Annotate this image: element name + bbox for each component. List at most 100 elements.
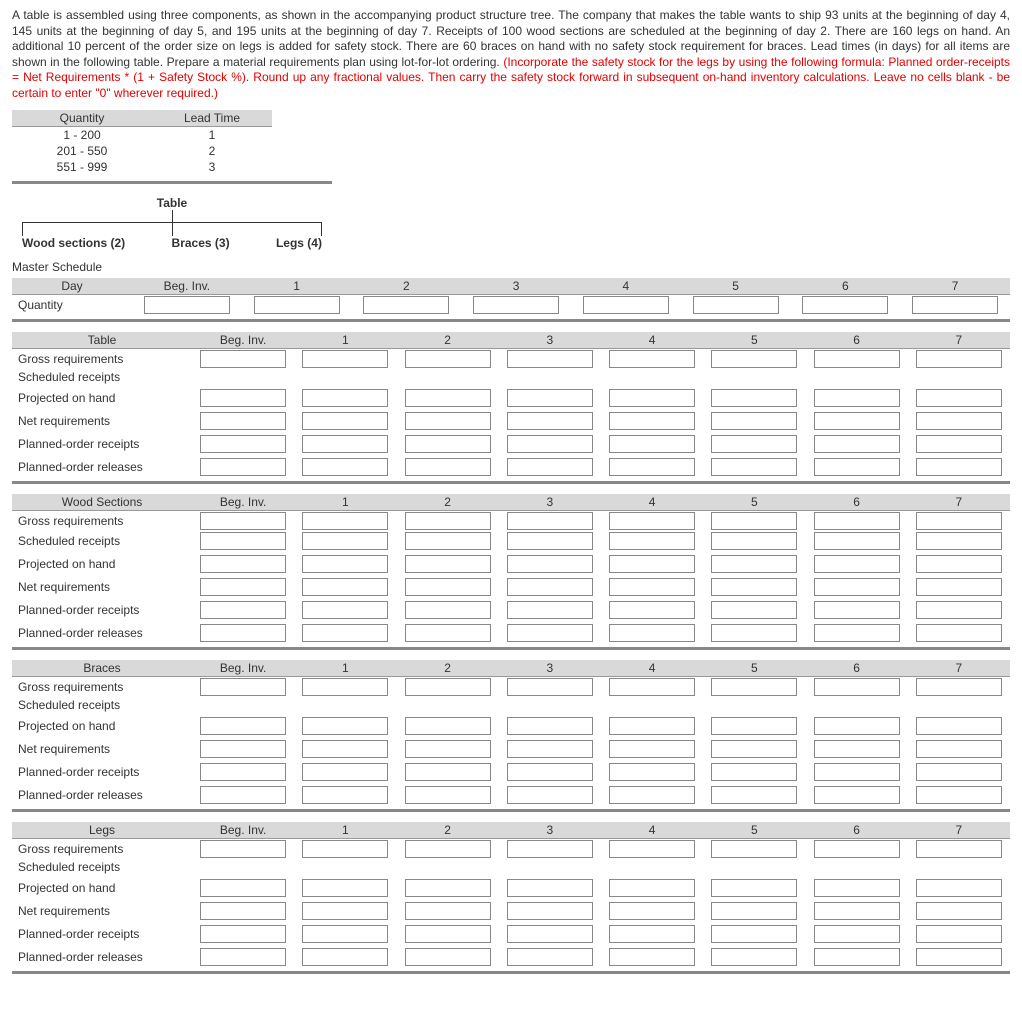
mrp-input[interactable] bbox=[814, 435, 900, 453]
mrp-input[interactable] bbox=[916, 389, 1002, 407]
mrp-input[interactable] bbox=[711, 601, 797, 619]
mrp-input[interactable] bbox=[711, 435, 797, 453]
mrp-input[interactable] bbox=[711, 840, 797, 858]
mrp-input[interactable] bbox=[302, 389, 388, 407]
mrp-input[interactable] bbox=[200, 925, 286, 943]
mrp-input[interactable] bbox=[507, 458, 593, 476]
mrp-input[interactable] bbox=[711, 624, 797, 642]
mrp-input[interactable] bbox=[405, 512, 491, 530]
mrp-input[interactable] bbox=[405, 786, 491, 804]
mrp-input[interactable] bbox=[302, 678, 388, 696]
mrp-input[interactable] bbox=[200, 717, 286, 735]
mrp-input[interactable] bbox=[609, 740, 695, 758]
mrp-input[interactable] bbox=[711, 925, 797, 943]
mrp-input[interactable] bbox=[507, 512, 593, 530]
mrp-input[interactable] bbox=[405, 763, 491, 781]
mrp-input[interactable] bbox=[609, 412, 695, 430]
mrp-input[interactable] bbox=[302, 840, 388, 858]
mrp-input[interactable] bbox=[711, 678, 797, 696]
mrp-input[interactable] bbox=[609, 435, 695, 453]
mrp-input[interactable] bbox=[609, 389, 695, 407]
mrp-input[interactable] bbox=[814, 458, 900, 476]
mrp-input[interactable] bbox=[200, 840, 286, 858]
ms-input-1[interactable] bbox=[254, 296, 340, 314]
mrp-input[interactable] bbox=[507, 578, 593, 596]
mrp-input[interactable] bbox=[814, 740, 900, 758]
mrp-input[interactable] bbox=[507, 840, 593, 858]
mrp-input[interactable] bbox=[711, 786, 797, 804]
mrp-input[interactable] bbox=[302, 350, 388, 368]
mrp-input[interactable] bbox=[814, 678, 900, 696]
mrp-input[interactable] bbox=[200, 902, 286, 920]
mrp-input[interactable] bbox=[200, 601, 286, 619]
mrp-input[interactable] bbox=[711, 717, 797, 735]
mrp-input[interactable] bbox=[916, 678, 1002, 696]
ms-input-2[interactable] bbox=[363, 296, 449, 314]
mrp-input[interactable] bbox=[200, 624, 286, 642]
mrp-input[interactable] bbox=[200, 458, 286, 476]
mrp-input[interactable] bbox=[609, 624, 695, 642]
mrp-input[interactable] bbox=[405, 555, 491, 573]
mrp-input[interactable] bbox=[916, 458, 1002, 476]
mrp-input[interactable] bbox=[507, 763, 593, 781]
mrp-input[interactable] bbox=[405, 435, 491, 453]
mrp-input[interactable] bbox=[916, 412, 1002, 430]
mrp-input[interactable] bbox=[302, 740, 388, 758]
mrp-input[interactable] bbox=[916, 925, 1002, 943]
mrp-input[interactable] bbox=[916, 879, 1002, 897]
mrp-input[interactable] bbox=[200, 435, 286, 453]
ms-input-6[interactable] bbox=[802, 296, 888, 314]
mrp-input[interactable] bbox=[405, 389, 491, 407]
mrp-input[interactable] bbox=[405, 601, 491, 619]
mrp-input[interactable] bbox=[405, 902, 491, 920]
mrp-input[interactable] bbox=[609, 786, 695, 804]
mrp-input[interactable] bbox=[507, 435, 593, 453]
mrp-input[interactable] bbox=[814, 532, 900, 550]
mrp-input[interactable] bbox=[711, 879, 797, 897]
mrp-input[interactable] bbox=[916, 555, 1002, 573]
mrp-input[interactable] bbox=[814, 412, 900, 430]
mrp-input[interactable] bbox=[302, 601, 388, 619]
mrp-input[interactable] bbox=[405, 532, 491, 550]
mrp-input[interactable] bbox=[711, 458, 797, 476]
mrp-input[interactable] bbox=[711, 350, 797, 368]
mrp-input[interactable] bbox=[200, 740, 286, 758]
mrp-input[interactable] bbox=[200, 948, 286, 966]
mrp-input[interactable] bbox=[507, 412, 593, 430]
mrp-input[interactable] bbox=[609, 578, 695, 596]
mrp-input[interactable] bbox=[200, 578, 286, 596]
mrp-input[interactable] bbox=[302, 555, 388, 573]
mrp-input[interactable] bbox=[609, 717, 695, 735]
mrp-input[interactable] bbox=[405, 717, 491, 735]
mrp-input[interactable] bbox=[814, 512, 900, 530]
mrp-input[interactable] bbox=[200, 512, 286, 530]
mrp-input[interactable] bbox=[405, 624, 491, 642]
mrp-input[interactable] bbox=[200, 678, 286, 696]
mrp-input[interactable] bbox=[916, 350, 1002, 368]
mrp-input[interactable] bbox=[405, 412, 491, 430]
mrp-input[interactable] bbox=[507, 948, 593, 966]
mrp-input[interactable] bbox=[405, 578, 491, 596]
mrp-input[interactable] bbox=[711, 740, 797, 758]
mrp-input[interactable] bbox=[507, 925, 593, 943]
mrp-input[interactable] bbox=[814, 555, 900, 573]
mrp-input[interactable] bbox=[609, 532, 695, 550]
mrp-input[interactable] bbox=[609, 555, 695, 573]
ms-input-5[interactable] bbox=[693, 296, 779, 314]
mrp-input[interactable] bbox=[405, 740, 491, 758]
mrp-input[interactable] bbox=[507, 601, 593, 619]
mrp-input[interactable] bbox=[302, 948, 388, 966]
mrp-input[interactable] bbox=[609, 458, 695, 476]
mrp-input[interactable] bbox=[507, 389, 593, 407]
mrp-input[interactable] bbox=[405, 350, 491, 368]
mrp-input[interactable] bbox=[200, 350, 286, 368]
mrp-input[interactable] bbox=[302, 902, 388, 920]
mrp-input[interactable] bbox=[814, 879, 900, 897]
mrp-input[interactable] bbox=[302, 578, 388, 596]
mrp-input[interactable] bbox=[814, 389, 900, 407]
mrp-input[interactable] bbox=[405, 948, 491, 966]
mrp-input[interactable] bbox=[609, 512, 695, 530]
mrp-input[interactable] bbox=[200, 555, 286, 573]
mrp-input[interactable] bbox=[814, 786, 900, 804]
mrp-input[interactable] bbox=[814, 948, 900, 966]
